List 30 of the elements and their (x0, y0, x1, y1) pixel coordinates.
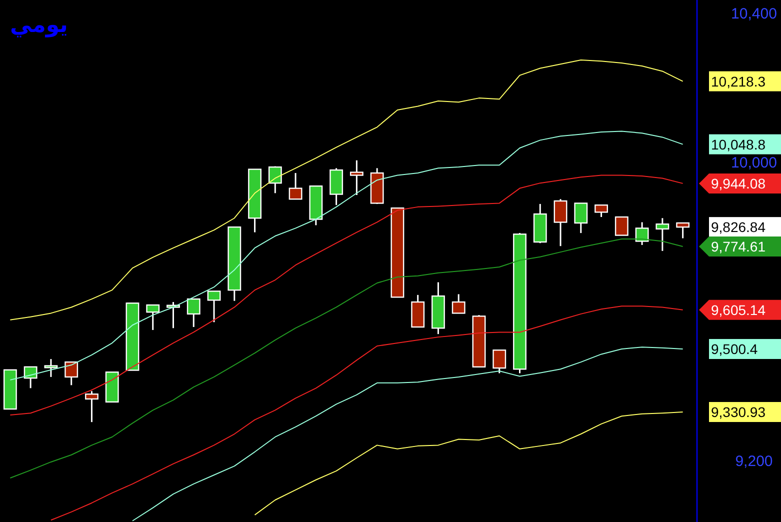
y-tick-label: 10,400 (731, 5, 777, 22)
text: 9,944.08 (711, 175, 766, 192)
text: 9,500.4 (711, 340, 758, 357)
candlestick (614, 216, 628, 236)
candlestick (452, 293, 466, 314)
candlestick (676, 222, 690, 240)
candlestick (574, 202, 588, 234)
y-tick-label: 9,200 (735, 452, 773, 470)
candlestick (44, 358, 58, 378)
text: 10,048.8 (711, 136, 766, 152)
candlestick (656, 217, 670, 252)
text: 9,605.14 (711, 302, 766, 318)
text: يومي (10, 13, 68, 38)
candlestick (288, 172, 302, 200)
text: 9,330.93 (711, 404, 766, 420)
candlestick (350, 160, 364, 196)
text: 10,218.3 (711, 73, 766, 90)
text: 9,826.84 (711, 219, 766, 236)
candlestick (492, 349, 506, 374)
candlestick (207, 290, 221, 323)
candlestick (594, 204, 608, 218)
candlestick (146, 304, 160, 331)
candlestick (186, 298, 200, 328)
candlestick (24, 366, 38, 389)
candlestick (64, 361, 78, 386)
candlestick (635, 221, 649, 246)
candlestick (554, 198, 568, 247)
y-tick-label: 10,000 (731, 154, 777, 172)
text: 9,774.61 (711, 238, 766, 254)
candlestick (85, 390, 98, 423)
